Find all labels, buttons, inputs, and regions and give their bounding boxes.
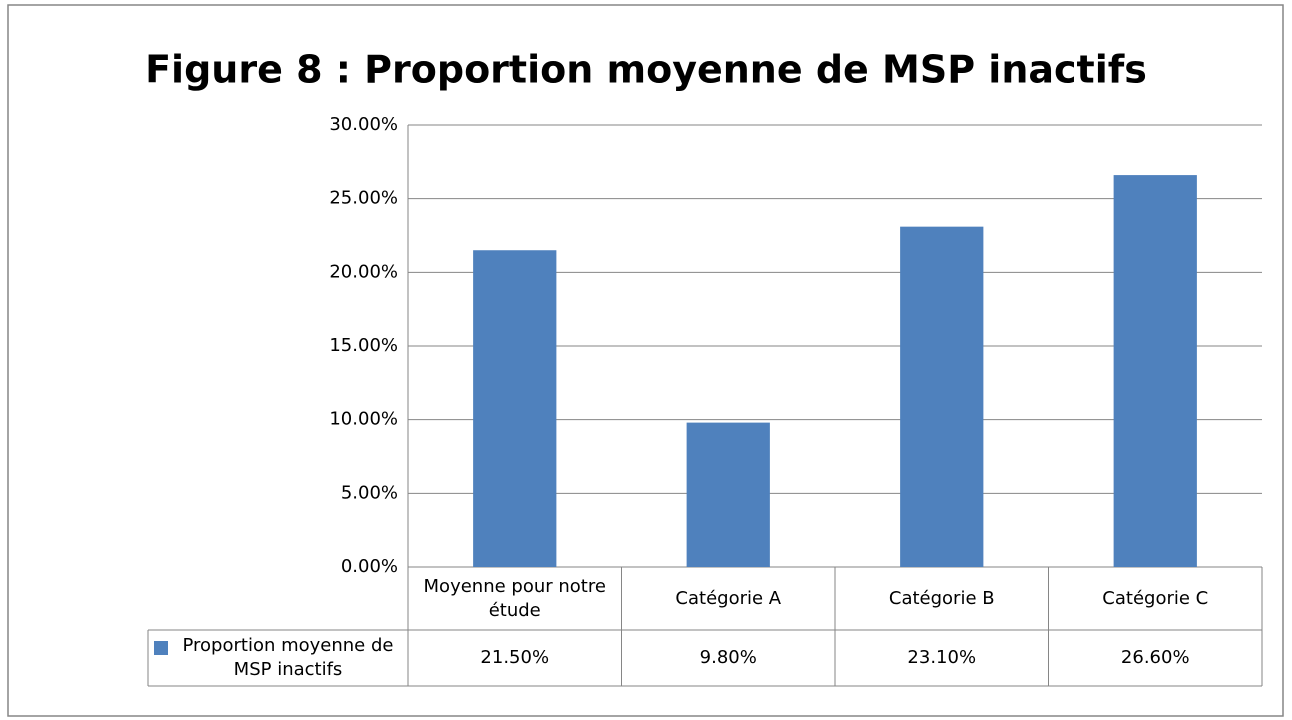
legend-label: Proportion moyenne de MSP inactifs [182,635,394,680]
table-value: 23.10% [907,647,977,668]
x-tick-label: Catégorie B [888,587,995,609]
bar [473,250,557,567]
x-tick-label: Catégorie A [675,587,782,609]
x-tick-label: Moyenne pour notre étude [423,575,606,621]
table-value: 26.60% [1120,647,1190,668]
x-tick-label: Catégorie C [1102,587,1209,609]
legend-key [154,641,168,655]
y-tick-label: 0.00% [341,556,398,577]
table-value: 21.50% [480,647,550,668]
y-tick-label: 15.00% [329,335,398,356]
y-tick-label: 10.00% [329,409,398,430]
y-tick-label: 25.00% [329,188,398,209]
bar [1113,175,1197,568]
y-tick-label: 30.00% [329,114,398,135]
bar [900,226,984,567]
chart-title: Figure 8 : Proportion moyenne de MSP ina… [145,48,1147,92]
y-tick-label: 5.00% [341,482,398,503]
bar [686,422,770,567]
y-tick-label: 20.00% [329,261,398,282]
chart-border [7,4,1284,717]
table-value: 9.80% [699,647,757,668]
